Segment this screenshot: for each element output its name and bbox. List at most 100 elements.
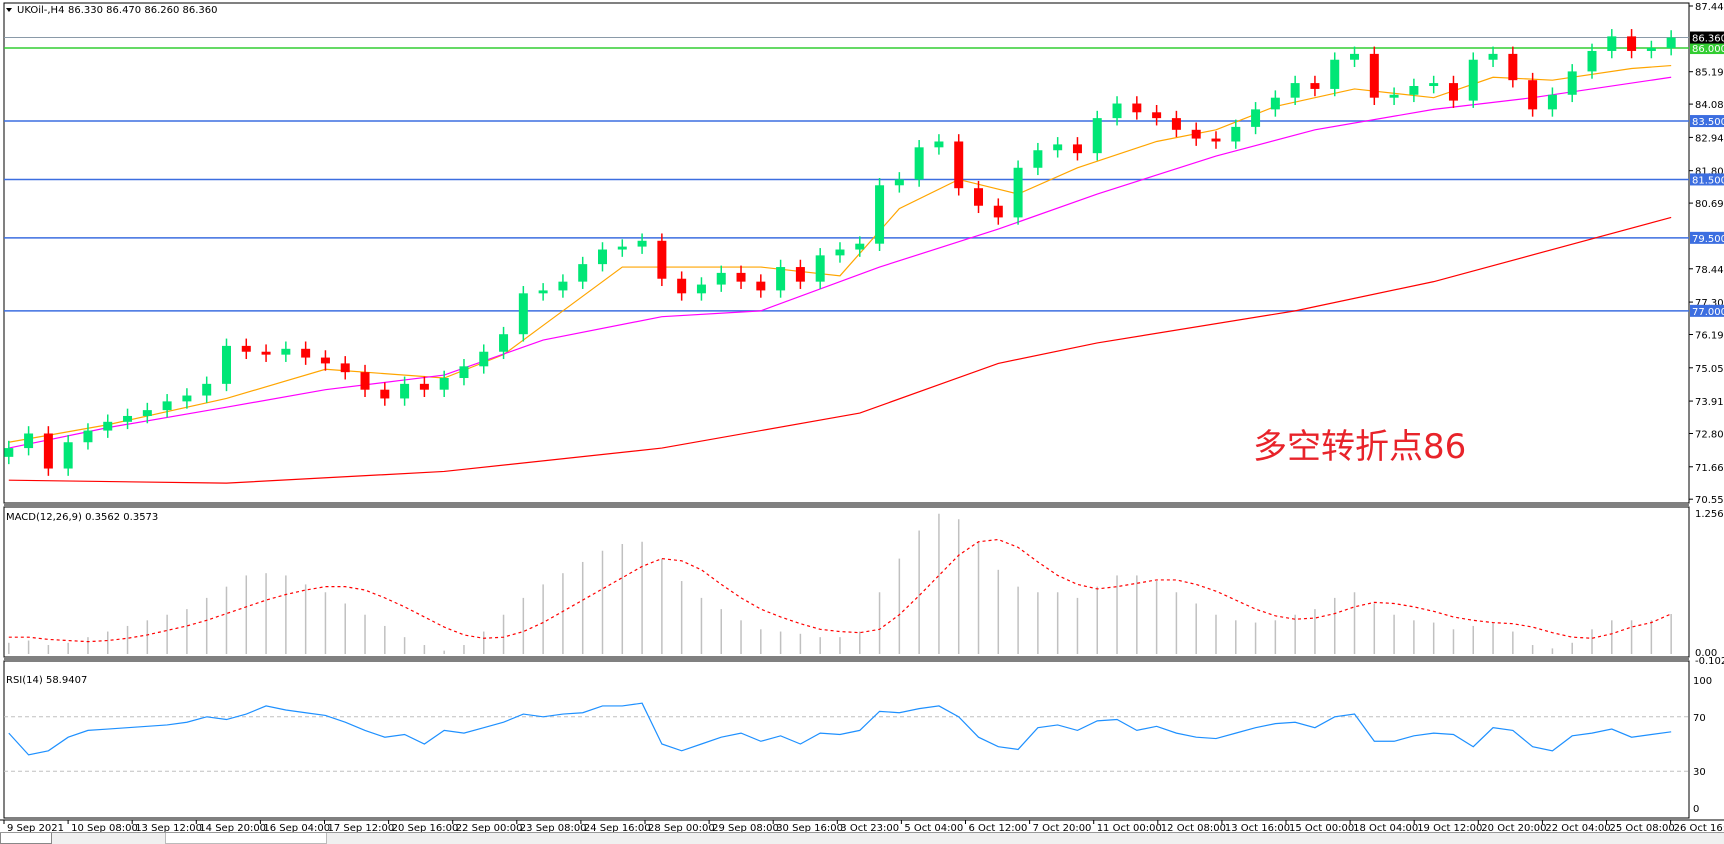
level-label: 77.000 bbox=[1692, 307, 1724, 318]
price-tick-label: 70.550 bbox=[1695, 495, 1724, 506]
candle-bearish bbox=[43, 433, 53, 469]
chart-tab[interactable] bbox=[0, 833, 52, 844]
candle-bullish bbox=[1409, 86, 1419, 95]
candle-bullish bbox=[716, 272, 726, 285]
time-tick-label: 12 Oct 08:00 bbox=[1161, 823, 1226, 834]
price-tick-label: 76.190 bbox=[1695, 331, 1724, 342]
level-label-box bbox=[1690, 173, 1724, 186]
candle-bullish bbox=[538, 290, 548, 294]
candle-bullish bbox=[182, 395, 192, 402]
macd-signal-line bbox=[8, 538, 1672, 643]
level-label: 86.000 bbox=[1692, 44, 1724, 55]
candle-bullish bbox=[439, 378, 449, 390]
rsi-pane[interactable] bbox=[4, 702, 1689, 772]
price-tick-label: 81.800 bbox=[1695, 167, 1724, 178]
candle-bullish bbox=[1330, 59, 1340, 89]
rsi-line bbox=[8, 702, 1672, 756]
candle-bullish bbox=[1567, 71, 1577, 95]
time-tick-label: 10 Sep 08:00 bbox=[71, 823, 138, 834]
candle-bullish bbox=[4, 448, 14, 457]
candle-bullish bbox=[1389, 94, 1399, 98]
candle-bullish bbox=[1270, 97, 1280, 110]
macd-pane[interactable] bbox=[8, 513, 1672, 654]
rsi-tick-label: 100 bbox=[1693, 676, 1712, 687]
macd-tick-label: 1.2562 bbox=[1695, 509, 1724, 520]
time-tick-label: 24 Sep 16:00 bbox=[584, 823, 651, 834]
candle-bearish bbox=[993, 205, 1003, 218]
price-tick-label: 75.050 bbox=[1695, 364, 1724, 375]
candle-bullish bbox=[499, 334, 509, 352]
symbol-name: UKOil-,H4 bbox=[17, 5, 64, 16]
time-tick-label: 20 Sep 16:00 bbox=[392, 823, 459, 834]
candle-bearish bbox=[677, 278, 687, 294]
candle-bullish bbox=[1468, 59, 1478, 101]
rsi-title: RSI(14) 58.9407 bbox=[6, 675, 87, 686]
moving-average-line bbox=[8, 216, 1672, 484]
dropdown-triangle-icon[interactable] bbox=[6, 8, 12, 12]
level-label: 79.500 bbox=[1692, 234, 1724, 245]
candle-bearish bbox=[1211, 138, 1221, 142]
level-label: 81.500 bbox=[1692, 175, 1724, 186]
candle-bullish bbox=[894, 179, 904, 186]
chart-panes bbox=[0, 2, 1724, 821]
time-tick-label: 7 Oct 20:00 bbox=[1033, 823, 1092, 834]
time-tick-label: 6 Oct 12:00 bbox=[969, 823, 1028, 834]
candle-bullish bbox=[103, 421, 113, 431]
candle-bearish bbox=[1310, 83, 1320, 89]
candle-bullish bbox=[1666, 37, 1676, 49]
candle-bullish bbox=[1350, 53, 1360, 60]
candle-bullish bbox=[1607, 36, 1617, 51]
time-tick-label: 29 Sep 08:00 bbox=[712, 823, 779, 834]
candle-bullish bbox=[1092, 118, 1102, 154]
candle-bearish bbox=[380, 389, 390, 399]
candle-bullish bbox=[400, 383, 410, 399]
candle-bullish bbox=[24, 433, 34, 449]
candle-bullish bbox=[63, 442, 73, 469]
time-tick-label: 16 Sep 04:00 bbox=[263, 823, 330, 834]
candle-bullish bbox=[558, 281, 568, 291]
candle-bullish bbox=[855, 243, 865, 250]
candle-bearish bbox=[360, 372, 370, 390]
price-tick-label: 72.800 bbox=[1695, 429, 1724, 440]
candle-bearish bbox=[301, 348, 311, 358]
candle-bearish bbox=[1171, 118, 1181, 130]
time-tick-label: 13 Oct 16:00 bbox=[1225, 823, 1290, 834]
pane-border bbox=[3, 2, 1690, 504]
rsi-tick-label: 70 bbox=[1693, 713, 1706, 724]
last-price-box bbox=[1690, 31, 1724, 44]
level-label-box bbox=[1690, 115, 1724, 128]
annotation-text: 多空转折点86 bbox=[1253, 427, 1466, 467]
price-tick-label: 87.440 bbox=[1695, 2, 1724, 13]
time-tick-label: 9 Sep 2021 bbox=[7, 823, 64, 834]
pane-border bbox=[3, 506, 1690, 658]
time-tick-label: 28 Sep 00:00 bbox=[648, 823, 715, 834]
candle-bearish bbox=[1508, 53, 1518, 81]
time-tick-label: 25 Oct 08:00 bbox=[1610, 823, 1675, 834]
candle-bullish bbox=[123, 415, 133, 422]
candle-bullish bbox=[1231, 126, 1241, 142]
time-tick-label: 14 Sep 20:00 bbox=[199, 823, 266, 834]
candle-bullish bbox=[835, 249, 845, 256]
macd-tick-label: 0.00 bbox=[1695, 648, 1717, 659]
chart-tab[interactable] bbox=[165, 833, 327, 844]
candle-bullish bbox=[1033, 150, 1043, 168]
candle-bearish bbox=[241, 345, 251, 352]
time-tick-label: 13 Sep 12:00 bbox=[135, 823, 202, 834]
price-tick-label: 78.440 bbox=[1695, 265, 1724, 276]
rsi-tick-label: 30 bbox=[1693, 767, 1706, 778]
price-pane[interactable] bbox=[4, 29, 1689, 484]
candle-bearish bbox=[320, 357, 330, 364]
price-tick-label: 77.300 bbox=[1695, 298, 1724, 309]
time-tick-label: 15 Oct 00:00 bbox=[1289, 823, 1354, 834]
time-tick-label: 18 Oct 04:00 bbox=[1353, 823, 1418, 834]
candle-bullish bbox=[83, 430, 93, 443]
time-tick-label: 11 Oct 00:00 bbox=[1097, 823, 1162, 834]
candle-bearish bbox=[1072, 144, 1082, 154]
candle-bearish bbox=[1191, 129, 1201, 139]
time-tick-label: 17 Sep 12:00 bbox=[328, 823, 395, 834]
candle-bullish bbox=[598, 249, 607, 265]
time-tick-label: 5 Oct 04:00 bbox=[904, 823, 963, 834]
candle-bullish bbox=[162, 401, 172, 411]
candle-bearish bbox=[1152, 112, 1162, 119]
